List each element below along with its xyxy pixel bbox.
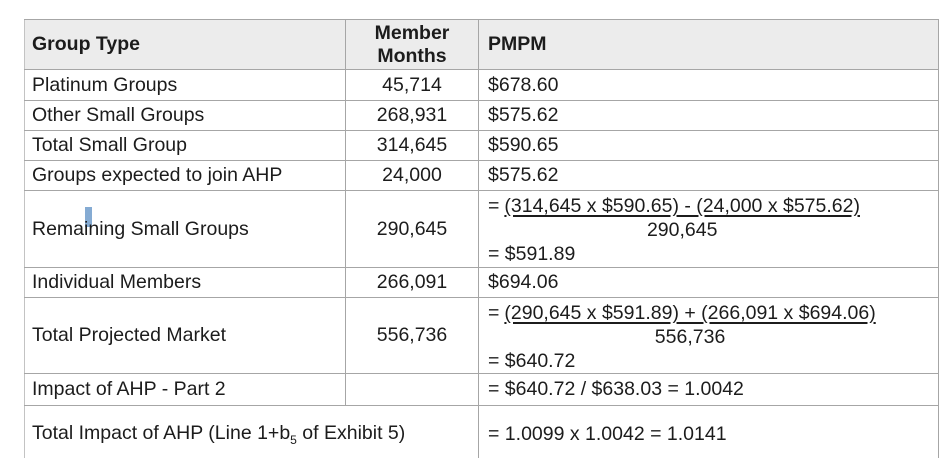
table-row-groups-expected-to-join-ahp: Groups expected to join AHP 24,000 $575.…	[24, 160, 939, 191]
total-impact-label-pre: Total Impact of AHP (Line 1+b	[32, 422, 291, 445]
fraction-denominator: 556,736	[654, 326, 726, 348]
group-type-cell: Remaining Small Groups	[24, 190, 346, 268]
equals-sign: =	[488, 302, 500, 324]
table-row-remaining-small-groups: Remaining Small Groups 290,645 = (314,645…	[24, 190, 939, 268]
member-months-cell	[345, 373, 479, 406]
member-months-cell: 314,645	[345, 130, 479, 161]
formula-result: = $640.72	[488, 350, 576, 372]
group-type-label: Remaining Small Groups	[32, 217, 249, 240]
table-row-platinum-groups: Platinum Groups 45,714 $678.60	[24, 69, 939, 101]
group-type-cell: Groups expected to join AHP	[24, 160, 346, 191]
fraction: (314,645 x $590.65) - (24,000 x $575.62)…	[504, 194, 860, 242]
column-header-pmpm: PMPM	[478, 19, 939, 70]
table-row-total-projected-market: Total Projected Market 556,736 = (290,645…	[24, 297, 939, 374]
fraction: (290,645 x $591.89) + (266,091 x $694.06…	[504, 301, 875, 349]
member-months-cell: 556,736	[345, 297, 479, 374]
member-months-cell: 24,000	[345, 160, 479, 191]
fraction-denominator: 290,645	[646, 219, 718, 241]
pmpm-cell: $575.62	[478, 160, 939, 191]
table-row-total-small-group: Total Small Group 314,645 $590.65	[24, 130, 939, 161]
pmpm-formula-cell: = (314,645 x $590.65) - (24,000 x $575.62…	[478, 190, 939, 268]
member-months-cell: 290,645	[345, 190, 479, 268]
group-type-cell: Total Small Group	[24, 130, 346, 161]
table-row-individual-members: Individual Members 266,091 $694.06	[24, 267, 939, 298]
member-months-cell: 45,714	[345, 69, 479, 101]
pmpm-cell: = $640.72 / $638.03 = 1.0042	[478, 373, 939, 406]
pmpm-cell: $694.06	[478, 267, 939, 298]
pmpm-cell: $575.62	[478, 100, 939, 131]
group-type-cell: Impact of AHP - Part 2	[24, 373, 346, 406]
group-type-cell-merged: Total Impact of AHP (Line 1+b5 of Exhibi…	[24, 405, 479, 458]
formula-result: = $591.89	[488, 243, 576, 265]
member-months-cell: 268,931	[345, 100, 479, 131]
group-type-cell: Individual Members	[24, 267, 346, 298]
text-selection-artifact	[85, 207, 92, 227]
table-row-other-small-groups: Other Small Groups 268,931 $575.62	[24, 100, 939, 131]
pmpm-cell: = 1.0099 x 1.0042 = 1.0141	[478, 405, 939, 458]
total-impact-label-subscript: 5	[290, 433, 297, 448]
header-row: Group Type Member Months PMPM	[24, 19, 939, 70]
table-row-impact-of-ahp-part-2: Impact of AHP - Part 2 = $640.72 / $638.…	[24, 373, 939, 406]
column-header-member-months: Member Months	[345, 19, 479, 70]
pmpm-formula-cell: = (290,645 x $591.89) + (266,091 x $694.0…	[478, 297, 939, 374]
fraction-numerator: (290,645 x $591.89) + (266,091 x $694.06…	[504, 302, 876, 324]
table-row-total-impact-of-ahp: Total Impact of AHP (Line 1+b5 of Exhibi…	[24, 405, 939, 458]
group-type-cell: Total Projected Market	[24, 297, 346, 374]
member-months-cell: 266,091	[345, 267, 479, 298]
pmpm-cell: $678.60	[478, 69, 939, 101]
group-type-cell: Platinum Groups	[24, 69, 346, 101]
group-type-cell: Other Small Groups	[24, 100, 346, 131]
fraction-numerator: (314,645 x $590.65) - (24,000 x $575.62)	[504, 195, 860, 217]
total-impact-label-post: of Exhibit 5)	[296, 422, 406, 445]
column-header-group-type: Group Type	[24, 19, 346, 70]
pmpm-cell: $590.65	[478, 130, 939, 161]
pmpm-table: Group Type Member Months PMPM Platinum G…	[24, 19, 939, 458]
equals-sign: =	[488, 195, 500, 217]
